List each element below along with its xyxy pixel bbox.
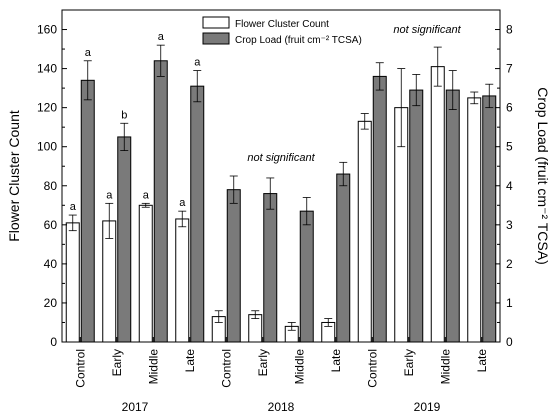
- group-label-2019: 2019: [414, 400, 441, 414]
- x-tick-label-7: Late: [329, 349, 343, 373]
- bar-crop-load-8: [372, 75, 387, 343]
- y2-axis-title: Crop Load (fruit cm⁻² TCSA): [535, 87, 550, 265]
- x-tick-label-1: Early: [110, 349, 124, 376]
- y2-tick-label-2: 2: [506, 257, 513, 271]
- x-tick-label-2: Middle: [146, 349, 160, 385]
- y-tick-label-120: 120: [37, 101, 57, 115]
- bar-crop-load-3: [190, 85, 205, 343]
- y-tick-label-20: 20: [44, 296, 58, 310]
- y-tick-label-80: 80: [44, 179, 58, 193]
- bar-crop-load-7: [336, 173, 351, 343]
- bar-crop-load-1: [117, 136, 132, 343]
- left-axis-ticks: 0 20 40 60 80 100 120 140 160: [37, 23, 67, 349]
- x-tick-label-5: Early: [256, 349, 270, 376]
- y2-tick-label-4: 4: [506, 179, 513, 193]
- bar-flower-cluster-3: [175, 218, 190, 343]
- bar-flower-cluster-11: [467, 97, 482, 343]
- bar-flower-cluster-1: [102, 220, 117, 343]
- x-axis-ticks: Control Early Middle Late Control Early Middle…: [73, 337, 489, 388]
- significance-letter-0-3: a: [179, 197, 186, 209]
- bar-flower-cluster-10: [430, 66, 445, 343]
- significance-letter-1-3: a: [194, 57, 201, 69]
- y2-tick-label-7: 7: [506, 62, 513, 76]
- x-tick-label-3: Late: [183, 349, 197, 373]
- group-label-2017: 2017: [122, 400, 149, 414]
- bar-flower-cluster-2: [138, 204, 153, 343]
- bar-flower-cluster-8: [357, 120, 372, 343]
- significance-letters-layer: a a a a a b a a: [70, 31, 202, 213]
- error-bars-layer: [68, 44, 494, 331]
- x-tick-label-10: Middle: [438, 349, 452, 385]
- y2-tick-label-3: 3: [506, 218, 513, 232]
- bar-crop-load-0: [80, 79, 95, 343]
- bar-crop-load-11: [482, 95, 497, 343]
- bar-flower-cluster-0: [65, 222, 80, 343]
- legend-label-0: Flower Cluster Count: [235, 19, 329, 30]
- bar-crop-load-10: [445, 89, 460, 343]
- annotations-layer: not significant not significant: [247, 24, 461, 164]
- annotation-not-significant-0: not significant: [247, 152, 315, 164]
- year-group-labels: 2017 2018 2019: [122, 400, 441, 414]
- bar-crop-load-4: [226, 189, 241, 343]
- right-axis-ticks: 0 1 2 3 4 5 6 7 8: [495, 23, 513, 349]
- legend-swatch-1: [202, 32, 230, 45]
- bar-crop-load-2: [153, 60, 168, 343]
- y-tick-label-140: 140: [37, 62, 57, 76]
- y-tick-label-0: 0: [50, 335, 57, 349]
- bar-crop-load-9: [409, 89, 424, 343]
- y2-tick-label-1: 1: [506, 296, 513, 310]
- group-label-2018: 2018: [268, 400, 295, 414]
- legend: Flower Cluster Count Crop Load (fruit cm⁻…: [202, 16, 362, 46]
- y2-tick-label-0: 0: [506, 335, 513, 349]
- significance-letter-0-1: a: [106, 189, 113, 201]
- legend-swatch-0: [202, 16, 230, 29]
- x-tick-label-11: Late: [475, 349, 489, 373]
- y2-tick-label-8: 8: [506, 23, 513, 37]
- y-tick-label-160: 160: [37, 23, 57, 37]
- plot-frame: [61, 9, 501, 343]
- significance-letter-1-0: a: [85, 47, 92, 59]
- legend-label-1: Crop Load (fruit cm⁻² TCSA): [235, 35, 362, 46]
- bar-crop-load-5: [263, 193, 278, 343]
- x-tick-label-0: Control: [73, 349, 87, 388]
- annotation-not-significant-1: not significant: [393, 24, 461, 36]
- bar-crop-load-6: [299, 210, 314, 343]
- y2-tick-label-5: 5: [506, 140, 513, 154]
- x-tick-label-9: Early: [402, 349, 416, 376]
- x-tick-label-6: Middle: [292, 349, 306, 385]
- x-tick-label-8: Control: [365, 349, 379, 388]
- y-tick-label-60: 60: [44, 218, 58, 232]
- y-axis-title: Flower Cluster Count: [6, 110, 22, 242]
- significance-letter-1-2: a: [158, 31, 165, 43]
- y-tick-label-100: 100: [37, 140, 57, 154]
- significance-letter-0-0: a: [70, 201, 77, 213]
- y-tick-label-40: 40: [44, 257, 58, 271]
- bars-layer: [65, 60, 497, 343]
- significance-letter-1-1: b: [121, 109, 127, 121]
- significance-letter-0-2: a: [143, 189, 150, 201]
- x-tick-label-4: Control: [219, 349, 233, 388]
- y2-tick-label-6: 6: [506, 101, 513, 115]
